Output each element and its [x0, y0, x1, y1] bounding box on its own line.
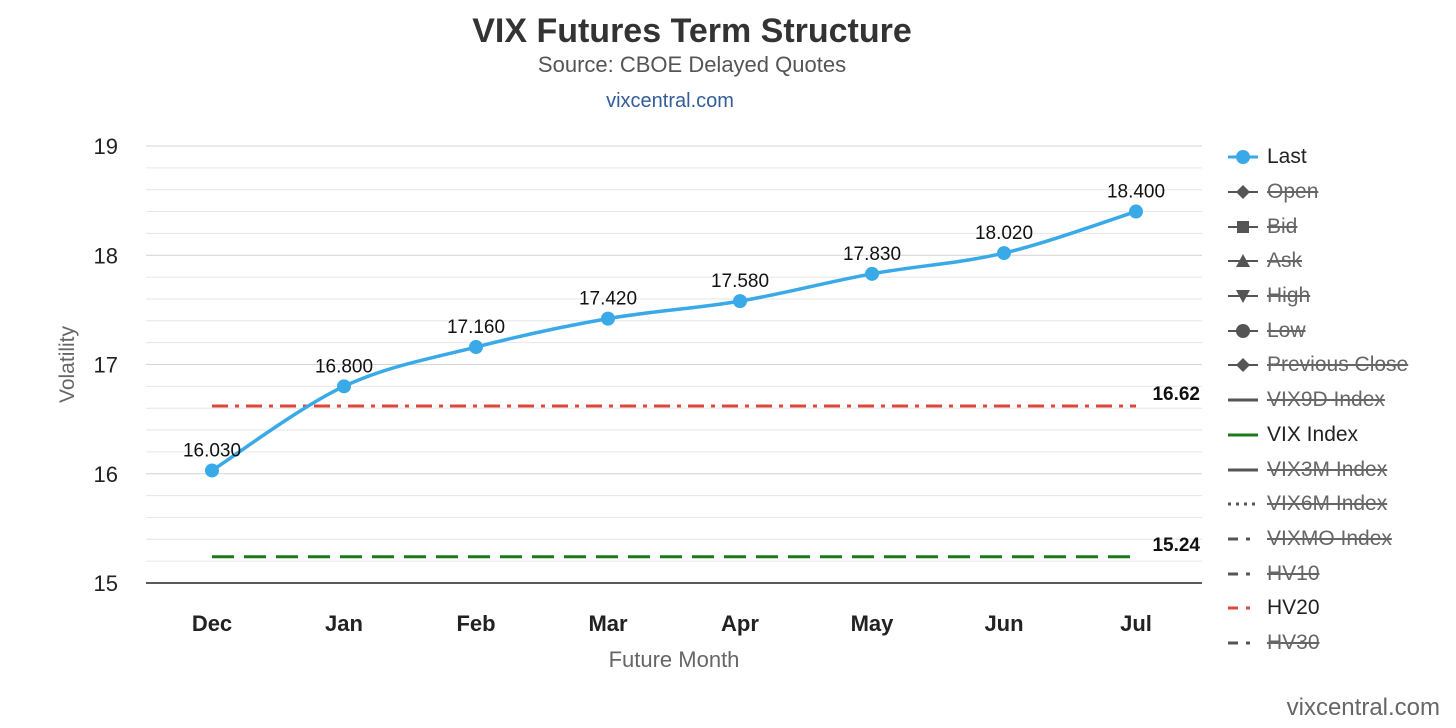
x-axis-title: Future Month [609, 647, 740, 672]
data-point[interactable] [205, 463, 219, 478]
legend-label: Last [1267, 145, 1307, 169]
legend-label: VIX6M Index [1267, 492, 1388, 516]
data-point[interactable] [601, 311, 615, 326]
x-tick-label: Jun [984, 611, 1023, 636]
x-tick-label: Mar [588, 611, 628, 636]
legend-dashdot-icon [1228, 537, 1258, 541]
legend-item[interactable]: VIX9D Index [1226, 383, 1408, 418]
legend-solid-icon [1228, 433, 1258, 437]
x-tick-label: Jul [1120, 611, 1152, 636]
legend-item[interactable]: VIX6M Index [1226, 487, 1408, 522]
chart-title: VIX Futures Term Structure [472, 12, 912, 50]
legend-label: VIXMO Index [1267, 526, 1392, 550]
legend-item[interactable]: VIX3M Index [1226, 452, 1408, 487]
watermark: vixcentral.com [1286, 694, 1440, 721]
legend-label: HV30 [1267, 630, 1320, 654]
legend-item[interactable]: Previous Close [1226, 348, 1408, 383]
legend-diamond-icon [1228, 185, 1258, 200]
legend-label: Previous Close [1267, 353, 1409, 377]
series-line [211, 209, 1137, 472]
legend-circle-icon [1228, 323, 1258, 338]
data-label: 17.580 [711, 271, 769, 292]
data-point[interactable] [337, 379, 351, 394]
x-tick-label: May [851, 611, 895, 636]
chart-legend: Last Open Bid Ask High Low Previous Close VIX9D… [1226, 140, 1408, 660]
legend-solid-icon [1228, 468, 1258, 472]
legend-label: HV10 [1267, 561, 1320, 585]
data-label: 17.830 [843, 244, 901, 265]
legend-item[interactable]: Bid [1226, 209, 1408, 244]
reference-line-label: 15.24 [1152, 535, 1200, 556]
legend-dashdot-icon [1228, 606, 1258, 610]
source-link[interactable]: vixcentral.com [606, 90, 734, 112]
legend-item[interactable]: Last [1226, 140, 1408, 175]
chart-plot: 15 16 17 18 19 Dec Jan Feb Mar Apr May Jun Jul 16.6… [56, 134, 1202, 672]
legend-triangle-up-icon [1228, 254, 1258, 268]
legend-item[interactable]: HV10 [1226, 556, 1408, 591]
legend-item[interactable]: HV20 [1226, 591, 1408, 626]
legend-diamond-icon [1228, 358, 1258, 373]
data-label: 18.020 [975, 223, 1033, 244]
legend-label: VIX9D Index [1267, 388, 1385, 412]
legend-item[interactable]: Low [1226, 313, 1408, 348]
legend-label: VIX Index [1267, 422, 1359, 446]
legend-item[interactable]: Ask [1226, 244, 1408, 279]
legend-circle-line-icon [1228, 150, 1258, 165]
legend-label: VIX3M Index [1267, 457, 1388, 481]
data-label: 18.400 [1107, 182, 1165, 203]
data-point[interactable] [1129, 204, 1143, 219]
legend-item[interactable]: Open [1226, 175, 1408, 210]
legend-triangle-down-icon [1228, 290, 1258, 304]
legend-solid-icon [1228, 398, 1258, 402]
y-tick-label: 17 [94, 353, 118, 378]
y-tick-label: 16 [94, 462, 118, 487]
reference-lines: 16.62 15.24 [212, 384, 1200, 559]
x-tick-label: Feb [456, 611, 495, 636]
legend-item[interactable]: VIXMO Index [1226, 522, 1408, 557]
y-tick-label: 15 [94, 571, 118, 596]
x-tick-label: Jan [325, 611, 363, 636]
y-axis-title: Volatility [56, 325, 79, 403]
legend-item[interactable]: HV30 [1226, 626, 1408, 661]
data-label: 17.420 [579, 289, 637, 310]
data-label: 17.160 [447, 317, 505, 338]
chart-subtitle: Source: CBOE Delayed Quotes [537, 52, 847, 77]
x-tick-label: Apr [721, 611, 759, 636]
legend-dotted-icon [1228, 502, 1258, 506]
legend-dashdot-icon [1228, 572, 1258, 576]
legend-square-icon [1228, 220, 1258, 233]
y-axis: 15 16 17 18 19 [94, 134, 118, 596]
legend-item[interactable]: VIX Index [1226, 418, 1408, 453]
reference-line-label: 16.62 [1152, 384, 1200, 405]
series-last: 16.030 16.800 17.160 17.420 17.580 17.830 18.0… [183, 182, 1165, 478]
y-tick-label: 19 [94, 134, 118, 159]
data-point[interactable] [733, 294, 747, 309]
data-point[interactable] [997, 246, 1011, 261]
legend-dashdot-icon [1228, 641, 1258, 645]
legend-item[interactable]: High [1226, 279, 1408, 314]
legend-label: Ask [1267, 249, 1303, 273]
legend-label: High [1267, 284, 1311, 308]
legend-label: Low [1267, 318, 1306, 342]
y-tick-label: 18 [94, 243, 118, 268]
legend-label: Bid [1267, 214, 1298, 238]
grid-lines [146, 145, 1202, 584]
data-point[interactable] [469, 340, 483, 355]
legend-label: HV20 [1267, 596, 1320, 620]
legend-label: Open [1267, 180, 1319, 204]
data-label: 16.030 [183, 440, 241, 461]
x-axis: Dec Jan Feb Mar Apr May Jun Jul [146, 582, 1202, 636]
data-label: 16.800 [315, 356, 373, 377]
x-tick-label: Dec [192, 611, 232, 636]
data-point[interactable] [865, 266, 879, 281]
